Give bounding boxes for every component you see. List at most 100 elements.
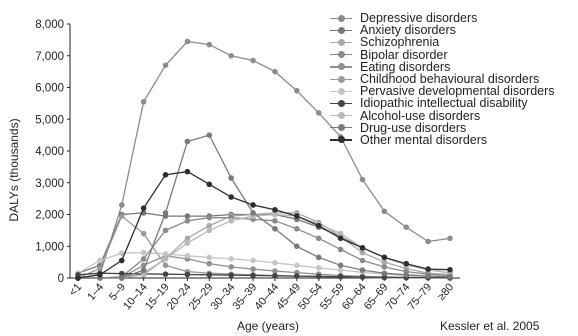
data-point xyxy=(75,275,81,281)
x-axis-label: Age (years) xyxy=(237,319,299,333)
source-note: Kessler et al. 2005 xyxy=(440,319,540,333)
data-point xyxy=(206,132,213,138)
data-point xyxy=(118,275,125,281)
data-point xyxy=(97,257,103,264)
data-point xyxy=(184,235,191,242)
series-drug-use-disorders xyxy=(75,132,453,281)
data-point xyxy=(337,267,344,273)
data-point xyxy=(184,252,191,259)
series-line xyxy=(78,134,451,279)
data-point xyxy=(118,257,125,264)
data-point xyxy=(206,254,213,261)
data-point xyxy=(184,218,191,224)
data-point xyxy=(162,62,169,69)
data-point xyxy=(272,218,278,224)
data-point xyxy=(206,222,213,229)
y-tick-label: 6,000 xyxy=(35,83,64,95)
x-tick-label: 75–79 xyxy=(406,281,435,312)
data-point xyxy=(184,213,191,219)
legend-item: Childhood behavioural disorders xyxy=(330,73,555,85)
data-point xyxy=(184,38,191,45)
data-point xyxy=(206,181,213,188)
legend-label: Idiopathic intellectual disability xyxy=(360,96,528,111)
data-point xyxy=(447,273,453,280)
legend-item: Alcohol-use disorders xyxy=(330,108,555,123)
legend-marker xyxy=(330,73,352,85)
data-point xyxy=(118,202,125,208)
data-point xyxy=(447,235,453,242)
data-point xyxy=(272,259,278,266)
y-tick-label: 3,000 xyxy=(35,178,64,190)
data-point xyxy=(315,110,322,116)
y-tick-label: 2,000 xyxy=(35,210,64,222)
series-other-mental-disorders xyxy=(75,168,453,281)
data-point xyxy=(425,266,431,272)
y-tick-label: 8,000 xyxy=(35,19,64,31)
data-point xyxy=(206,272,213,278)
data-point xyxy=(162,172,169,178)
data-point xyxy=(337,246,344,253)
data-point xyxy=(250,210,256,216)
data-point xyxy=(294,262,300,269)
legend-label: Alcohol-use disorders xyxy=(360,108,481,123)
data-point xyxy=(206,260,213,267)
data-point xyxy=(403,224,410,230)
data-point xyxy=(184,138,191,145)
data-point xyxy=(272,68,278,75)
x-tick-label: 1–4 xyxy=(85,281,106,303)
legend-item: Bipolar disorder xyxy=(330,48,555,61)
data-point xyxy=(140,256,147,262)
series-layer xyxy=(75,38,453,281)
legend-marker xyxy=(330,36,352,48)
legend-marker xyxy=(330,122,352,134)
legend-label: Pervasive developmental disorders xyxy=(360,84,555,99)
data-point xyxy=(118,213,125,219)
legend-label: Eating disorders xyxy=(360,59,451,74)
data-point xyxy=(359,176,366,183)
series-line xyxy=(77,251,451,278)
series-line xyxy=(78,217,451,279)
legend-label: Depressive disorders xyxy=(360,11,478,25)
data-point xyxy=(294,225,300,232)
data-point xyxy=(184,240,191,246)
data-point xyxy=(140,205,147,211)
data-point xyxy=(359,257,366,264)
legend-label: Other mental disorders xyxy=(360,132,488,147)
data-point xyxy=(403,260,410,267)
data-point xyxy=(250,266,256,272)
legend-label: Drug-use disorders xyxy=(360,120,467,135)
data-point xyxy=(272,206,278,213)
data-point xyxy=(403,272,410,278)
legend-label: Childhood behavioural disorders xyxy=(360,71,540,86)
data-point xyxy=(250,57,256,64)
data-point xyxy=(272,211,278,218)
legend-marker xyxy=(330,97,352,109)
x-tick-label: ≥80 xyxy=(435,281,456,303)
data-point xyxy=(381,274,388,281)
data-point xyxy=(228,194,234,200)
data-point xyxy=(228,52,234,59)
y-tick-label: 5,000 xyxy=(35,114,64,126)
data-point xyxy=(359,249,366,256)
data-point xyxy=(140,267,147,273)
data-point xyxy=(162,210,169,216)
series-line xyxy=(77,40,451,279)
data-point xyxy=(294,213,300,219)
data-point xyxy=(425,273,431,279)
legend-item: Pervasive developmental disorders xyxy=(330,85,555,97)
data-point xyxy=(228,272,234,278)
data-point xyxy=(228,256,234,262)
legend-item: Other mental disorders xyxy=(330,134,555,146)
data-point xyxy=(294,243,300,250)
data-point xyxy=(359,245,366,251)
data-point xyxy=(97,265,103,272)
data-point xyxy=(250,272,256,279)
legend-label: Anxiety disorders xyxy=(360,23,456,38)
data-point xyxy=(162,262,169,269)
data-point xyxy=(272,225,278,232)
data-point xyxy=(118,250,125,257)
data-point xyxy=(206,227,213,234)
legend-item: Idiopathic intellectual disability xyxy=(330,96,555,111)
legend-item: Depressive disorders xyxy=(330,12,555,24)
